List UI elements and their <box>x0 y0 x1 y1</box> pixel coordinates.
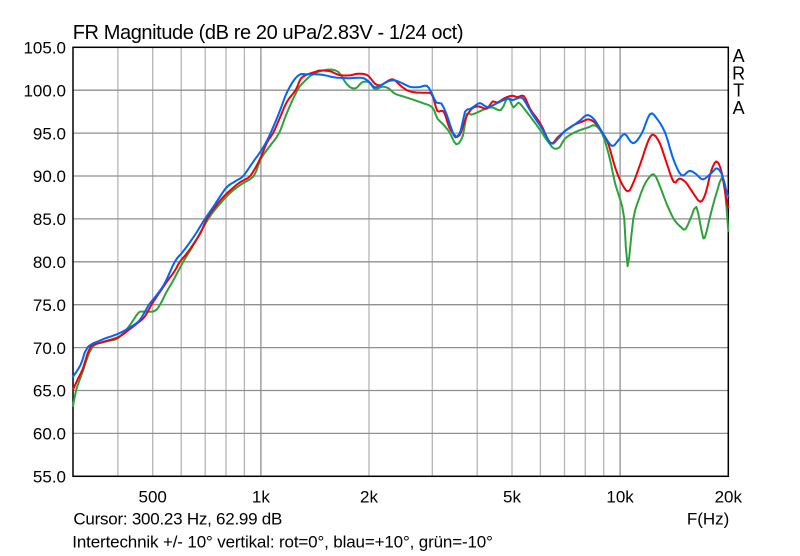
svg-text:Intertechnik +/- 10° vertikal:: Intertechnik +/- 10° vertikal: rot=0°, b… <box>72 532 492 551</box>
svg-text:10k: 10k <box>606 488 634 507</box>
svg-text:R: R <box>732 63 745 83</box>
svg-text:Cursor: 300.23 Hz, 62.99 dB: Cursor: 300.23 Hz, 62.99 dB <box>73 509 282 528</box>
svg-text:T: T <box>733 81 744 101</box>
svg-text:100.0: 100.0 <box>23 81 66 100</box>
svg-text:20k: 20k <box>715 488 743 507</box>
svg-text:5k: 5k <box>503 488 521 507</box>
svg-text:105.0: 105.0 <box>23 39 66 58</box>
svg-text:70.0: 70.0 <box>33 339 66 358</box>
svg-text:A: A <box>733 98 745 118</box>
svg-text:85.0: 85.0 <box>33 210 66 229</box>
svg-text:75.0: 75.0 <box>33 296 66 315</box>
svg-text:95.0: 95.0 <box>33 124 66 143</box>
svg-text:65.0: 65.0 <box>33 382 66 401</box>
svg-text:1k: 1k <box>252 488 270 507</box>
svg-text:FR Magnitude (dB re 20 uPa/2.8: FR Magnitude (dB re 20 uPa/2.83V - 1/24 … <box>73 22 463 44</box>
svg-text:80.0: 80.0 <box>33 253 66 272</box>
svg-text:F(Hz): F(Hz) <box>687 509 729 528</box>
svg-text:60.0: 60.0 <box>33 425 66 444</box>
svg-text:A: A <box>733 46 745 66</box>
svg-text:500: 500 <box>139 488 167 507</box>
svg-text:2k: 2k <box>360 488 378 507</box>
svg-text:55.0: 55.0 <box>33 468 66 487</box>
svg-text:90.0: 90.0 <box>33 167 66 186</box>
